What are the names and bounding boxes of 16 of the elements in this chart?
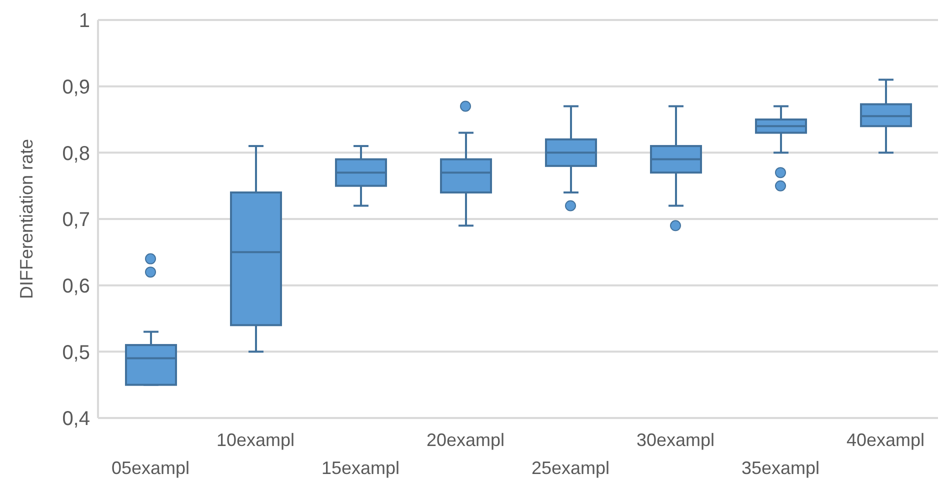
x-tick-label: 15exampl [321, 458, 400, 478]
y-tick-label: 0,4 [62, 408, 90, 430]
y-tick-label: 1 [78, 10, 90, 32]
x-tick-label: 05exampl [111, 458, 190, 478]
y-axis-title: DIFFerentiation rate [16, 138, 36, 300]
x-tick-label: 20exampl [426, 430, 505, 450]
y-tick-label: 0,6 [62, 275, 90, 298]
x-tick-label: 40exampl [846, 430, 925, 450]
x-tick-label: 35exampl [741, 458, 820, 478]
y-tick-label: 0,5 [62, 342, 90, 364]
y-tick-label: 0,8 [62, 142, 90, 165]
y-tick-label: 0,7 [62, 209, 90, 232]
x-tick-label: 30exampl [636, 430, 715, 450]
x-tick-label: 25exampl [531, 458, 610, 478]
x-tick-label: 10exampl [216, 430, 295, 450]
y-tick-label: 0,9 [62, 76, 90, 98]
